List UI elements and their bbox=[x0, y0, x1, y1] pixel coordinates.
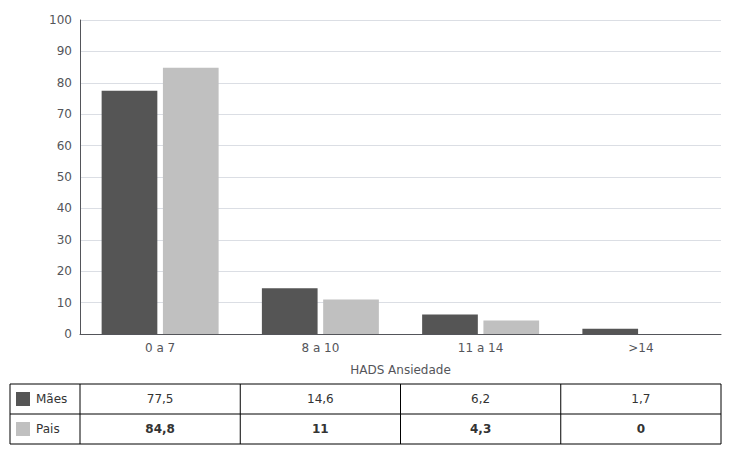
svg-text:70: 70 bbox=[57, 107, 72, 121]
svg-text:11: 11 bbox=[312, 422, 329, 436]
svg-text:0 a 7: 0 a 7 bbox=[145, 341, 175, 355]
svg-text:Mães: Mães bbox=[36, 392, 67, 406]
svg-text:0: 0 bbox=[637, 422, 645, 436]
svg-text:77,5: 77,5 bbox=[147, 392, 174, 406]
svg-text:8 a 10: 8 a 10 bbox=[301, 341, 339, 355]
svg-text:90: 90 bbox=[57, 44, 72, 58]
svg-text:11 a 14: 11 a 14 bbox=[458, 341, 504, 355]
svg-text:20: 20 bbox=[57, 264, 72, 278]
svg-text:14,6: 14,6 bbox=[307, 392, 334, 406]
svg-text:4,3: 4,3 bbox=[470, 422, 491, 436]
svg-text:6,2: 6,2 bbox=[471, 392, 490, 406]
svg-text:0: 0 bbox=[64, 327, 72, 341]
svg-text:>14: >14 bbox=[628, 341, 653, 355]
svg-text:1,7: 1,7 bbox=[631, 392, 650, 406]
svg-text:100: 100 bbox=[49, 13, 72, 27]
svg-text:50: 50 bbox=[57, 170, 72, 184]
svg-text:84,8: 84,8 bbox=[145, 422, 175, 436]
svg-text:40: 40 bbox=[57, 201, 72, 215]
svg-text:80: 80 bbox=[57, 76, 72, 90]
svg-text:HADS Ansiedade: HADS Ansiedade bbox=[350, 363, 451, 377]
svg-text:10: 10 bbox=[57, 296, 72, 310]
svg-text:30: 30 bbox=[57, 233, 72, 247]
svg-text:60: 60 bbox=[57, 139, 72, 153]
svg-text:Pais: Pais bbox=[36, 422, 60, 436]
